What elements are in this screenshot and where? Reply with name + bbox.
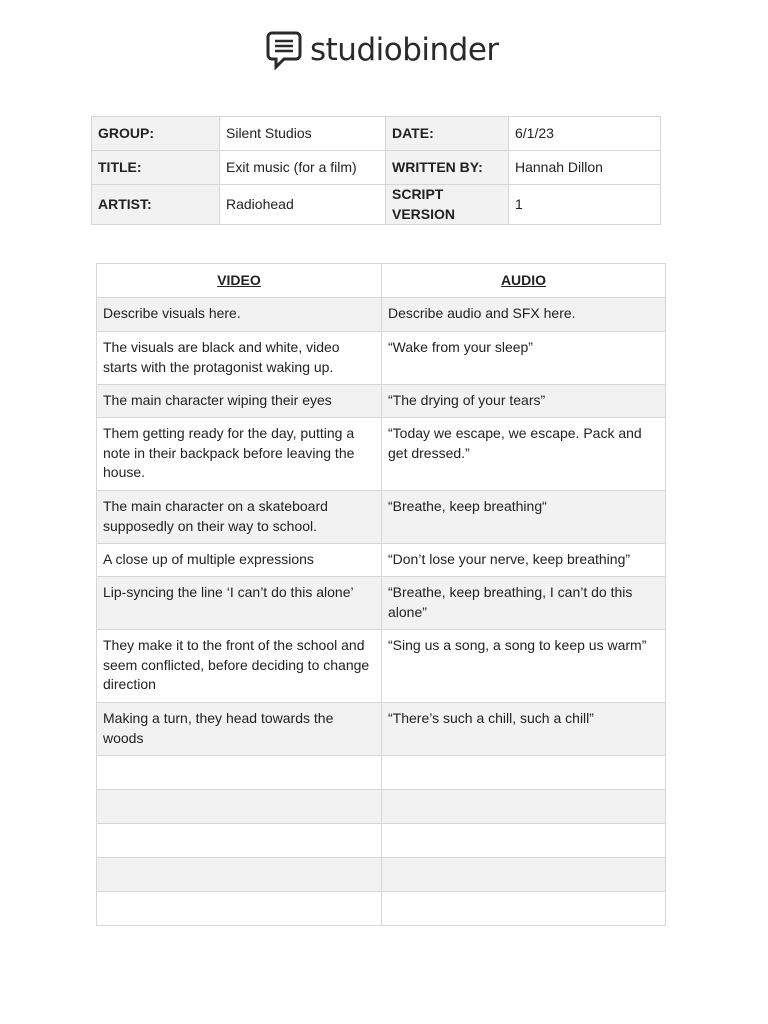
empty-row bbox=[96, 823, 666, 858]
info-key: TITLE: bbox=[91, 150, 220, 185]
script-row: The main character wiping their eyes “The… bbox=[96, 384, 666, 418]
empty-row bbox=[96, 857, 666, 892]
empty-row bbox=[96, 789, 666, 824]
audio-cell: “There’s such a chill, such a chill” bbox=[381, 702, 666, 756]
empty-cell bbox=[381, 789, 666, 824]
empty-cell bbox=[96, 755, 382, 790]
brand-name: studiobinder bbox=[310, 32, 499, 68]
info-value: Hannah Dillon bbox=[508, 150, 661, 185]
info-row: TITLE: Exit music (for a film) WRITTEN BY:… bbox=[91, 150, 661, 185]
info-key: GROUP: bbox=[91, 116, 220, 151]
info-row: ARTIST: Radiohead SCRIPT VERSION 1 bbox=[91, 184, 661, 225]
logo-icon bbox=[266, 31, 302, 70]
video-cell: The visuals are black and white, video s… bbox=[96, 331, 382, 385]
brand: studiobinder bbox=[266, 30, 499, 70]
audio-cell: “Sing us a song, a song to keep us warm” bbox=[381, 629, 666, 703]
audio-cell: “Today we escape, we escape. Pack and ge… bbox=[381, 417, 666, 491]
script-table: VIDEO AUDIO Describe visuals here. Describ… bbox=[96, 263, 666, 926]
empty-cell bbox=[96, 891, 382, 926]
audio-cell: “Breathe, keep breathing, I can’t do thi… bbox=[381, 576, 666, 630]
audio-cell: Describe audio and SFX here. bbox=[381, 297, 666, 332]
info-key: SCRIPT VERSION bbox=[385, 184, 509, 225]
info-row: GROUP: Silent Studios DATE: 6/1/23 bbox=[91, 116, 661, 151]
script-row: Them getting ready for the day, putting … bbox=[96, 417, 666, 491]
script-row: The main character on a skateboard suppo… bbox=[96, 490, 666, 544]
script-row: Making a turn, they head towards the woo… bbox=[96, 702, 666, 756]
info-value: 1 bbox=[508, 184, 661, 225]
empty-cell bbox=[381, 755, 666, 790]
audio-cell: “Breathe, keep breathing“ bbox=[381, 490, 666, 544]
info-table: GROUP: Silent Studios DATE: 6/1/23 TITLE: Exi… bbox=[91, 116, 661, 225]
video-cell: Them getting ready for the day, putting … bbox=[96, 417, 382, 491]
info-value: Radiohead bbox=[219, 184, 386, 225]
empty-cell bbox=[381, 857, 666, 892]
info-value: Silent Studios bbox=[219, 116, 386, 151]
video-cell: The main character on a skateboard suppo… bbox=[96, 490, 382, 544]
audio-cell: “The drying of your tears” bbox=[381, 384, 666, 418]
video-cell: A close up of multiple expressions bbox=[96, 543, 382, 577]
script-row: Lip-syncing the line ‘I can’t do this al… bbox=[96, 576, 666, 630]
column-header: AUDIO bbox=[381, 263, 666, 298]
empty-cell bbox=[381, 891, 666, 926]
video-cell: Making a turn, they head towards the woo… bbox=[96, 702, 382, 756]
empty-cell bbox=[381, 823, 666, 858]
info-key: ARTIST: bbox=[91, 184, 220, 225]
info-key: DATE: bbox=[385, 116, 509, 151]
script-row: A close up of multiple expressions “Don’t… bbox=[96, 543, 666, 577]
video-cell: The main character wiping their eyes bbox=[96, 384, 382, 418]
column-header: VIDEO bbox=[96, 263, 382, 298]
audio-cell: “Wake from your sleep” bbox=[381, 331, 666, 385]
empty-row bbox=[96, 891, 666, 926]
video-cell: Lip-syncing the line ‘I can’t do this al… bbox=[96, 576, 382, 630]
empty-cell bbox=[96, 823, 382, 858]
script-row: The visuals are black and white, video s… bbox=[96, 331, 666, 385]
header-row: VIDEO AUDIO bbox=[96, 263, 666, 298]
script-row: Describe visuals here. Describe audio and… bbox=[96, 297, 666, 332]
video-cell: They make it to the front of the school … bbox=[96, 629, 382, 703]
empty-cell bbox=[96, 857, 382, 892]
audio-cell: “Don’t lose your nerve, keep breathing” bbox=[381, 543, 666, 577]
empty-row bbox=[96, 755, 666, 790]
info-value: 6/1/23 bbox=[508, 116, 661, 151]
info-value: Exit music (for a film) bbox=[219, 150, 386, 185]
video-cell: Describe visuals here. bbox=[96, 297, 382, 332]
script-row: They make it to the front of the school … bbox=[96, 629, 666, 703]
empty-cell bbox=[96, 789, 382, 824]
info-key: WRITTEN BY: bbox=[385, 150, 509, 185]
